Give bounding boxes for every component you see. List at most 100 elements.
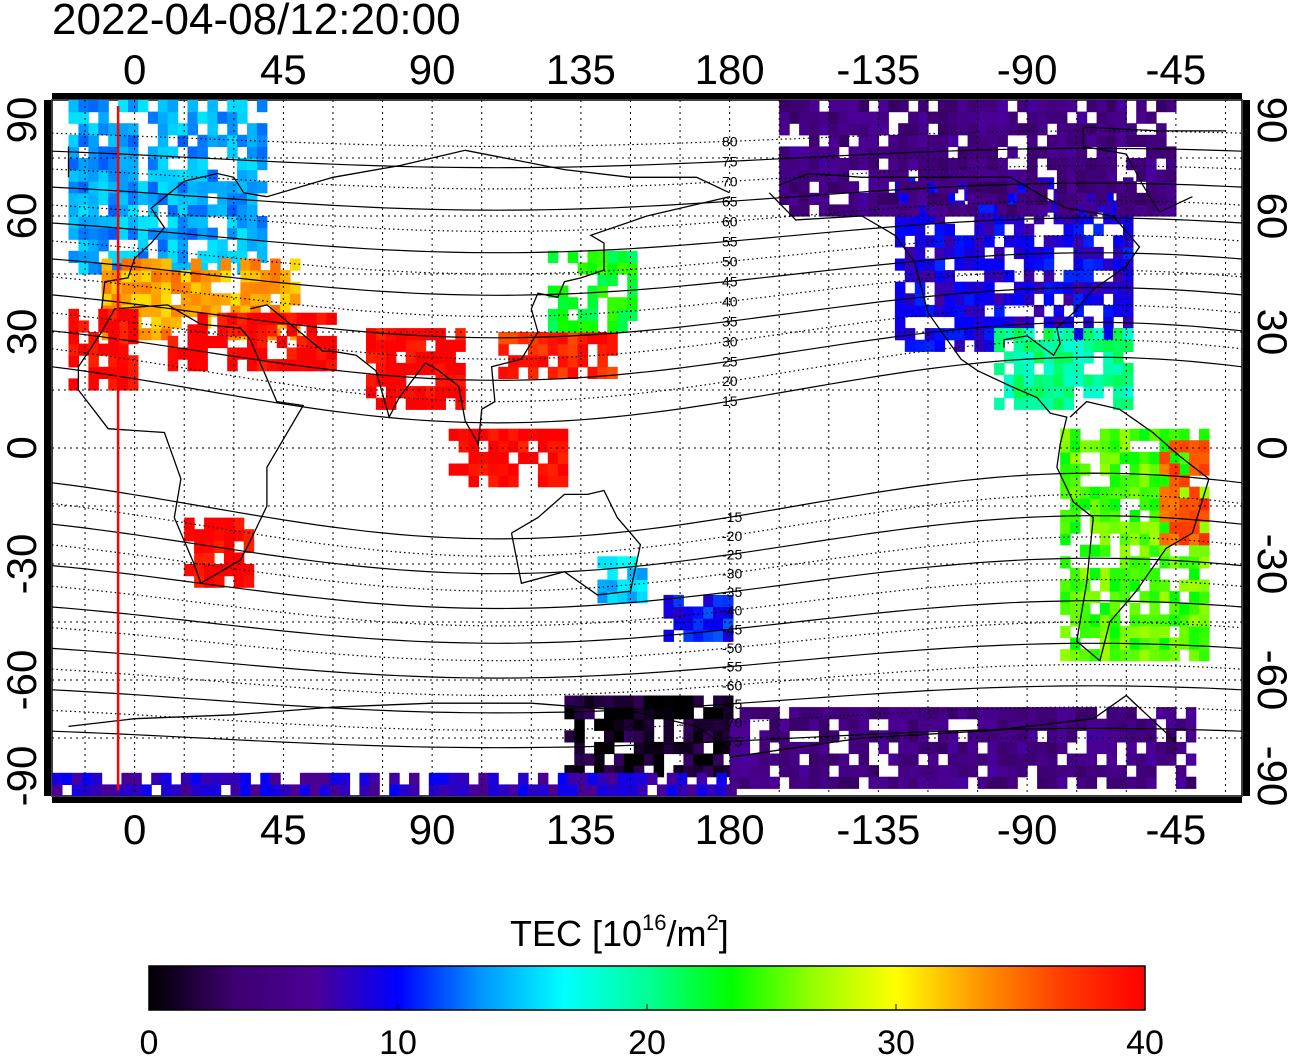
magnetic-latitude-contours: [52, 130, 1242, 749]
lat-lon-grid: [52, 100, 1242, 796]
lon-tick-label-bottom: -90: [997, 806, 1058, 853]
tec-region-canada-arctic: [779, 100, 1177, 217]
contour-label: 25: [722, 353, 738, 369]
lat-tick-label-right: 90: [1249, 97, 1294, 144]
lon-tick-label-bottom: 180: [695, 806, 765, 853]
lon-tick-label-bottom: -135: [836, 806, 920, 853]
tec-region-indonesia: [448, 428, 569, 488]
lat-tick-label-left: 60: [0, 193, 45, 240]
contour-label: -55: [722, 659, 742, 675]
lon-tick-label-top: 90: [409, 46, 456, 93]
tec-region-south-pole-strip: [52, 772, 737, 796]
contour-label: -40: [722, 603, 742, 619]
coastline-segment: [67, 126, 1226, 213]
lon-tick-label-top: 180: [695, 46, 765, 93]
lon-tick-label-bottom: 45: [260, 806, 307, 853]
contour-label: 20: [722, 373, 738, 389]
svg-text:TEC [1016/m2]: TEC [1016/m2]: [510, 910, 729, 954]
contour-label: 80: [722, 133, 738, 149]
colorbar-label-end: ]: [719, 913, 729, 954]
contour-label: 45: [722, 273, 738, 289]
lon-tick-label-top: -90: [997, 46, 1058, 93]
colorbar-ticks: 0 10 20 30 40: [140, 1004, 1164, 1057]
coastline-segment: [768, 192, 1210, 662]
colorbar: [148, 965, 1146, 1011]
colorbar-title: TEC [1016/m2]: [510, 910, 729, 954]
lon-tick-label-top: -135: [836, 46, 920, 93]
colorbar-label-mid: /m: [667, 913, 707, 954]
plot-title: 2022-04-08/12:20:00: [52, 0, 461, 44]
contour-label: -25: [722, 547, 742, 563]
map-border-bars: [44, 93, 1250, 803]
contour-label: -30: [722, 565, 742, 581]
tec-region-antarctic-pacific: [729, 707, 1197, 789]
tec-region-sahara-east: [167, 312, 337, 372]
coastline-segment: [77, 304, 305, 585]
contour-label: 35: [722, 313, 738, 329]
lon-tick-label-top: 45: [260, 46, 307, 93]
lon-tick-label-bottom: 0: [123, 806, 146, 853]
colorbar-label-main: TEC [10: [510, 913, 642, 954]
colorbar-tick-label: 40: [1126, 1024, 1164, 1057]
lat-tick-label-right: 0: [1249, 436, 1294, 459]
coastlines: [67, 126, 1226, 758]
contour-label: 75: [722, 153, 738, 169]
contour-label: -15: [722, 509, 742, 525]
lat-tick-label-left: 90: [0, 97, 45, 144]
tec-data-layer: [52, 100, 1210, 796]
colorbar-label-exp2: 2: [707, 910, 719, 935]
tec-region-europe: [68, 100, 268, 275]
lat-tick-label-left: 0: [0, 436, 45, 459]
lat-tick-label-right: -90: [1249, 746, 1294, 807]
lon-tick-label-bottom: -45: [1146, 806, 1207, 853]
longitude-ticks-top: 0 45 90 135 180 -135 -90 -45: [123, 46, 1206, 93]
colorbar-tick-label: 10: [379, 1024, 417, 1057]
contour-label: -75: [722, 733, 742, 749]
contour-labels: 80 75 70 65 60 55 50 45 40 35 30 25 20 15 -15 -20 -25 -30…: [722, 133, 742, 749]
contour-label: -65: [722, 696, 742, 712]
lat-tick-label-left: -60: [0, 650, 45, 711]
colorbar-tick-label: 30: [877, 1024, 915, 1057]
coastline-segment: [778, 172, 1141, 357]
lat-tick-label-right: -60: [1249, 650, 1294, 711]
tec-region-brazil-east: [1159, 440, 1210, 546]
contour-label: -20: [722, 528, 742, 544]
latitude-ticks-left: 90 60 30 0 -30 -60 -90: [0, 97, 45, 807]
lat-tick-label-right: 30: [1249, 309, 1294, 356]
lon-tick-label-bottom: 135: [546, 806, 616, 853]
lat-tick-label-right: -30: [1249, 534, 1294, 595]
lat-tick-label-left: -90: [0, 746, 45, 807]
latitude-ticks-right: 90 60 30 0 -30 -60 -90: [1249, 97, 1294, 807]
colorbar-label-exp1: 16: [642, 910, 666, 935]
contour-label: 60: [722, 213, 738, 229]
coastline-segment: [100, 149, 730, 309]
lon-tick-label-top: 0: [123, 46, 146, 93]
contour-label: 50: [722, 253, 738, 269]
contour-label: -50: [722, 640, 742, 656]
coastline-segment: [250, 196, 730, 447]
contour-label: 70: [722, 173, 738, 189]
contour-label: 15: [722, 393, 738, 409]
tec-region-north-africa-west: [68, 308, 139, 391]
tec-region-antarctica: [564, 695, 734, 778]
lon-tick-label-top: -45: [1146, 46, 1207, 93]
tec-region-south-china: [498, 332, 618, 379]
contour-label: -35: [722, 584, 742, 600]
coastline-segment: [510, 489, 642, 596]
lat-tick-label-right: 60: [1249, 193, 1294, 240]
tec-region-australia-se: [597, 556, 648, 604]
colorbar-tick-label: 0: [140, 1024, 159, 1057]
contour-label: 55: [722, 233, 738, 249]
lon-tick-label-bottom: 90: [409, 806, 456, 853]
coastline-segment: [68, 694, 1177, 758]
tec-region-south-africa: [184, 517, 255, 588]
longitude-ticks-bottom: 0 45 90 135 180 -135 -90 -45: [123, 806, 1206, 853]
contour-label: -60: [722, 677, 742, 693]
colorbar-tick-label: 20: [628, 1024, 666, 1057]
contour-label: 65: [722, 193, 738, 209]
contour-label: 40: [722, 293, 738, 309]
lat-tick-label-left: 30: [0, 309, 45, 356]
contour-label: -45: [722, 621, 742, 637]
contour-label: 30: [722, 333, 738, 349]
